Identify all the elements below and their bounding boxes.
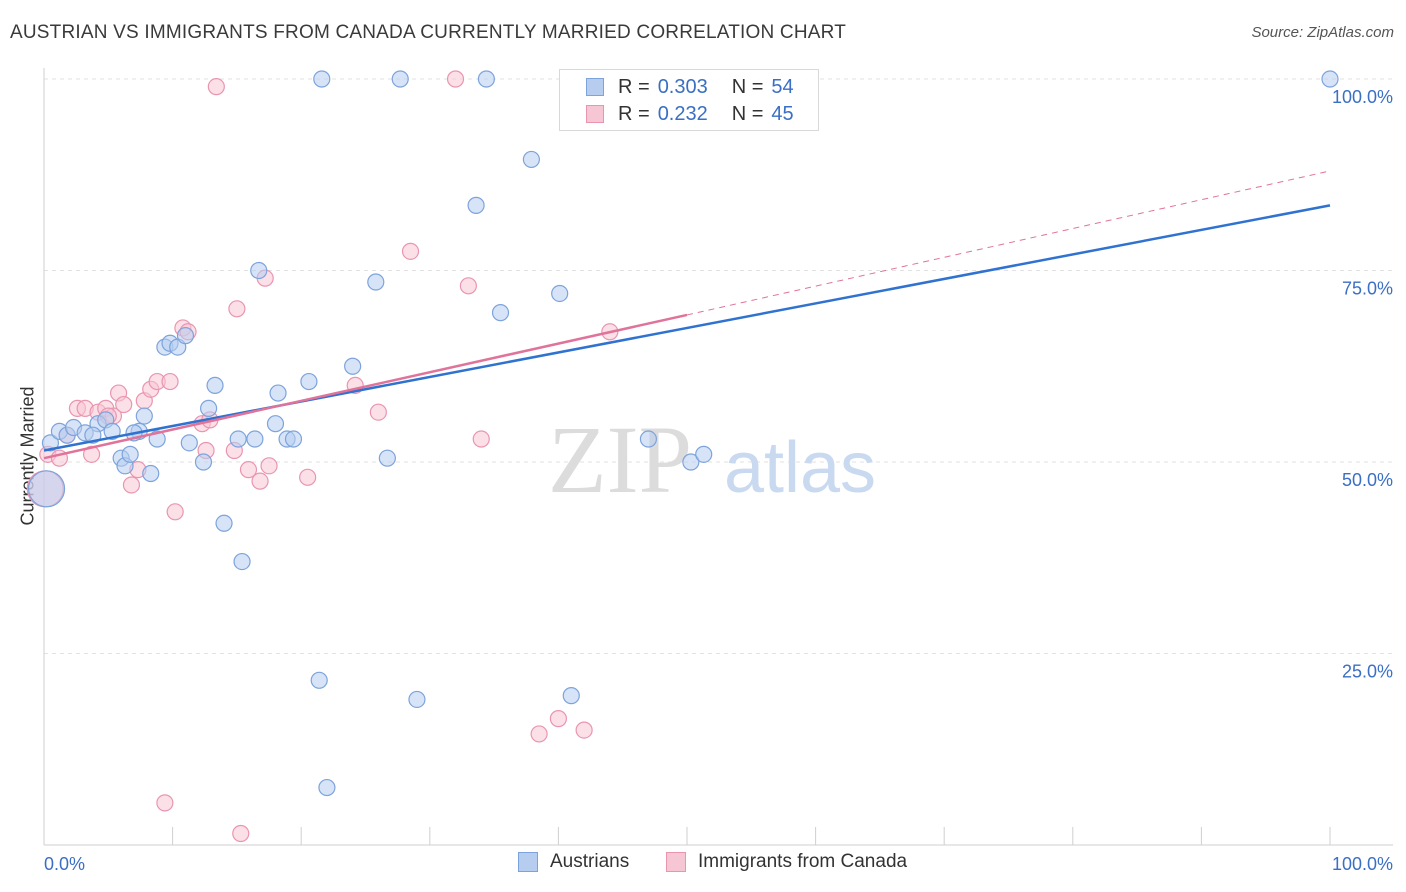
austrians-point [250, 261, 268, 280]
austrians-point [215, 514, 233, 532]
austrians-point [200, 399, 218, 417]
legend-label-canada: Immigrants from Canada [698, 851, 908, 872]
legend-row-austrians: R = 0.303 N = 54 [586, 74, 794, 100]
chart-title: AUSTRIAN VS IMMIGRANTS FROM CANADA CURRE… [10, 22, 847, 43]
austrians-point [318, 778, 336, 797]
austrians-point [246, 430, 264, 448]
y-tick-label: 75.0% [1342, 279, 1393, 299]
legend-item-canada[interactable]: Immigrants from Canada [666, 851, 907, 873]
canada-point [299, 468, 317, 486]
austrians-point [695, 445, 713, 463]
austrians-point [27, 470, 66, 508]
canada-point [122, 476, 141, 494]
canada-point [369, 403, 387, 421]
austrians-point [313, 70, 331, 88]
austrians-point [344, 357, 362, 375]
austrians-point [300, 372, 318, 391]
legend-n-label: N = [731, 75, 764, 98]
watermark-atlas: atlas [724, 428, 876, 508]
canada-point [239, 461, 258, 479]
canada-point [161, 372, 179, 391]
y-tick-label: 25.0% [1342, 662, 1393, 682]
canada-point [260, 457, 278, 475]
austrians-point [378, 449, 396, 467]
canada-point [575, 721, 593, 739]
watermark: ZIP atlas [548, 406, 876, 513]
legend-n-label: N = [731, 102, 764, 125]
canada-point [156, 794, 174, 812]
x-tick-label-right: 100.0% [1332, 854, 1393, 874]
canada-trend-extension [686, 170, 1331, 316]
legend-swatch-canada [666, 852, 686, 872]
x-tick-label-left: 0.0% [44, 854, 85, 874]
chart-source: Source: ZipAtlas.com [1251, 24, 1394, 41]
austrians-point [1321, 70, 1339, 88]
canada-point [166, 503, 184, 521]
trend-lines [43, 170, 1331, 460]
legend-swatch-blue [586, 78, 604, 96]
austrians-point [269, 384, 287, 402]
austrians-point [310, 671, 328, 689]
watermark-zip: ZIP [548, 406, 692, 513]
austrians-point [229, 430, 247, 448]
canada-point [207, 78, 225, 96]
austrians-point [682, 453, 700, 471]
austrians-point [367, 273, 385, 291]
austrians-point [562, 687, 580, 705]
austrians-point [233, 552, 251, 571]
canada-point [446, 70, 465, 88]
legend-r-value: 0.232 [657, 102, 708, 125]
series-legend: Austrians Immigrants from Canada [0, 851, 1406, 877]
austrians-point [103, 422, 121, 440]
austrians-point [180, 434, 198, 452]
austrians-point [551, 284, 569, 303]
austrians-point [491, 304, 510, 322]
legend-swatch-austrians [518, 852, 538, 872]
austrians-point [176, 327, 195, 345]
austrians-point [206, 376, 224, 394]
canada-point [472, 430, 490, 448]
austrians-point [467, 196, 485, 214]
austrians-point [522, 150, 540, 169]
austrians-point [408, 690, 426, 709]
correlation-legend: R = 0.303 N = 54 R = 0.232 N = 45 [559, 69, 819, 131]
austrians-point [121, 445, 139, 463]
canada-point [232, 824, 250, 843]
legend-n-value: 45 [771, 102, 794, 125]
austrians-point [142, 464, 160, 483]
austrians-point [477, 70, 495, 88]
canada-point [228, 300, 246, 318]
canada-point [549, 710, 568, 728]
canada-point [530, 725, 548, 743]
legend-item-austrians[interactable]: Austrians [518, 851, 629, 873]
austrians-point [135, 407, 153, 425]
canada-point [459, 277, 477, 295]
axes [43, 68, 1393, 846]
austrians-point [266, 415, 285, 433]
austrians-point [194, 453, 213, 471]
austrians-point [41, 434, 60, 452]
legend-label-austrians: Austrians [550, 851, 630, 872]
legend-row-canada: R = 0.232 N = 45 [586, 101, 794, 127]
austrians-point [284, 430, 303, 448]
y-tick-labels: 25.0% 50.0% 75.0% 100.0% [1332, 87, 1393, 682]
legend-swatch-pink [586, 105, 604, 123]
y-tick-label: 50.0% [1342, 470, 1393, 490]
canada-point [401, 242, 420, 260]
legend-n-value: 54 [771, 75, 794, 98]
canada-trend-line [43, 313, 688, 460]
y-tick-label: 100.0% [1332, 87, 1393, 107]
austrians-point [639, 430, 658, 448]
canada-point [251, 472, 269, 490]
legend-r-value: 0.303 [657, 75, 708, 98]
canada-point [115, 395, 133, 414]
legend-r-label: R = [618, 75, 650, 98]
legend-r-label: R = [618, 102, 650, 125]
austrians-point [391, 70, 409, 88]
